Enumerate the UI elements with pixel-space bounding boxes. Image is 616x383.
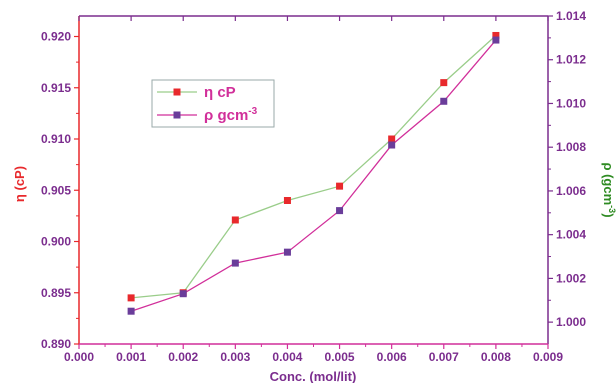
legend-label: ρ gcm-3 — [204, 106, 258, 124]
data-point-viscosity — [336, 182, 344, 190]
legend-label-main: ρ gcm — [204, 107, 248, 124]
y-right-tick-label: 1.000 — [556, 315, 586, 329]
y-left-tick-label: 0.890 — [41, 337, 71, 351]
y-axis-right-title-sup: -3 — [607, 205, 616, 213]
y-left-tick-label: 0.920 — [41, 30, 71, 44]
x-axis-title: Conc. (mol/lit) — [270, 369, 357, 383]
x-axis: 0.000 0.001 0.002 0.003 0.004 0.005 0.006 0.007… — [64, 16, 563, 364]
data-point-viscosity — [283, 197, 291, 204]
legend-label: η cP — [204, 84, 236, 101]
y-right-tick-label: 1.010 — [556, 96, 586, 110]
data-point-density — [179, 290, 187, 298]
y-axis-right-title-close: ) — [601, 213, 616, 217]
x-tick-label: 0.009 — [533, 350, 563, 364]
series-line-viscosity — [131, 35, 497, 299]
x-tick-label: 0.007 — [429, 350, 459, 364]
y-right-tick-label: 1.014 — [556, 9, 586, 23]
x-tick-label: 0.000 — [64, 350, 94, 364]
y-left-tick-label: 0.895 — [41, 286, 71, 300]
data-point-density — [127, 307, 135, 315]
data-point-viscosity — [440, 79, 448, 87]
data-point-density — [336, 207, 344, 215]
legend-marker — [173, 111, 181, 119]
y-right-tick-label: 1.004 — [556, 228, 586, 242]
y-axis-right-title: ρ (gcm-3) — [601, 162, 616, 217]
data-point-viscosity — [388, 135, 396, 143]
data-point-density — [283, 248, 291, 256]
y-left-tick-label: 0.905 — [41, 183, 71, 197]
x-tick-label: 0.005 — [325, 350, 355, 364]
legend: η cP ρ gcm-3 — [151, 79, 275, 128]
legend-label-sup: -3 — [248, 106, 257, 117]
y-left-tick-label: 0.900 — [41, 235, 71, 249]
y-right-tick-label: 1.006 — [556, 184, 586, 198]
series-line-density — [130, 39, 497, 312]
y-left-tick-label: 0.910 — [41, 132, 71, 146]
y-axis-right-title-main: ρ (gcm — [601, 162, 616, 205]
data-point-viscosity — [127, 294, 135, 302]
plot-frame — [78, 15, 549, 345]
legend-box — [151, 79, 275, 128]
x-tick-label: 0.002 — [168, 350, 198, 364]
series-group — [127, 31, 500, 315]
data-point-density — [492, 36, 500, 44]
x-tick-label: 0.003 — [220, 350, 250, 364]
y-axis-left: 0.890 0.895 0.900 0.905 0.910 0.915 0.920 — [41, 30, 79, 351]
data-point-density — [231, 259, 239, 267]
y-right-tick-label: 1.002 — [556, 271, 586, 285]
y-right-tick-label: 1.012 — [556, 53, 586, 67]
x-tick-label: 0.006 — [377, 350, 407, 364]
data-point-viscosity — [492, 31, 500, 39]
data-point-density — [440, 97, 448, 105]
x-tick-label: 0.004 — [272, 350, 302, 364]
x-tick-label: 0.008 — [481, 350, 511, 364]
y-axis-right: 1.000 1.002 1.004 1.006 1.008 1.010 1.012 1.014 — [548, 9, 586, 329]
y-left-tick-label: 0.915 — [41, 81, 71, 95]
y-axis-left-title: η (cP) — [12, 166, 27, 202]
data-point-viscosity — [231, 216, 239, 224]
y-right-tick-label: 1.008 — [556, 140, 586, 154]
x-tick-label: 0.001 — [116, 350, 146, 364]
data-point-density — [388, 141, 396, 149]
legend-marker — [173, 88, 181, 96]
